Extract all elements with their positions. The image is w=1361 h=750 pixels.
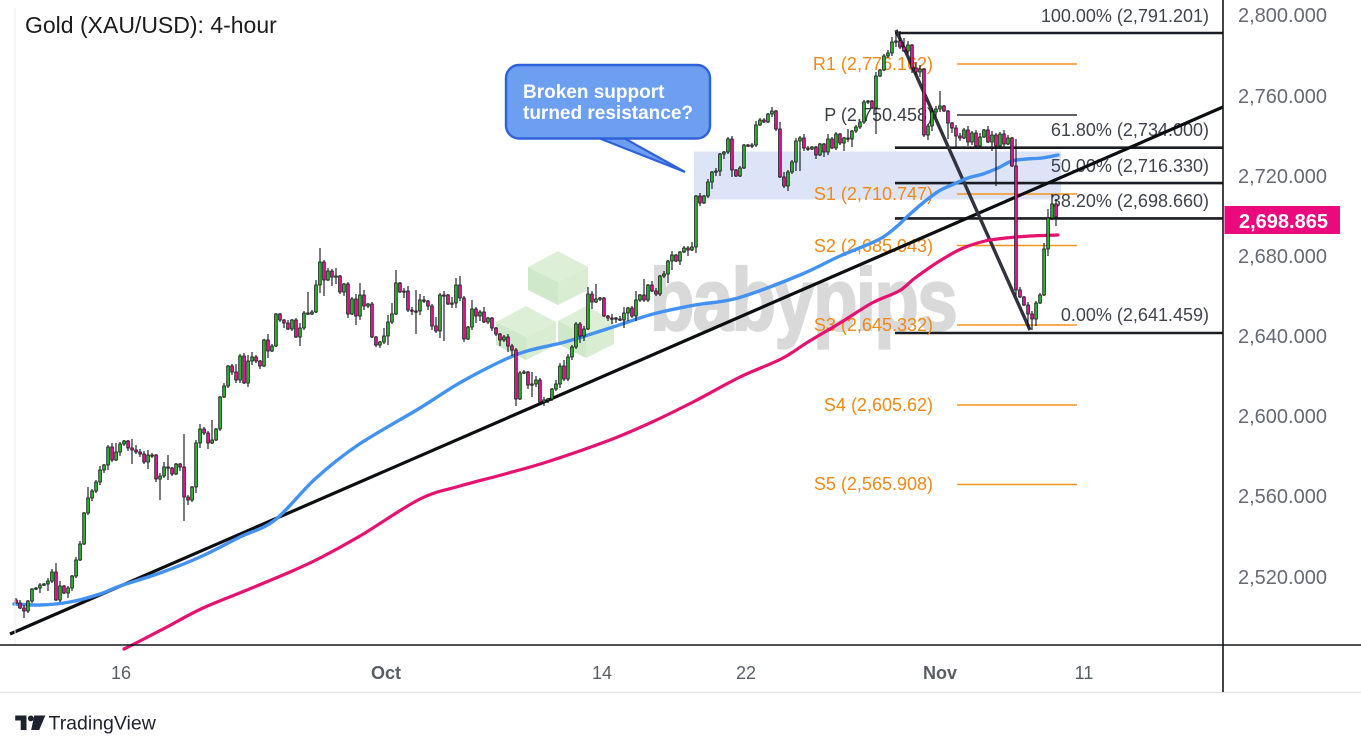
svg-text:Oct: Oct <box>371 663 401 683</box>
svg-text:50.00% (2,716.330): 50.00% (2,716.330) <box>1051 156 1209 176</box>
svg-text:2,680.000: 2,680.000 <box>1238 246 1327 268</box>
svg-text:P (2,750.458): P (2,750.458) <box>824 105 933 125</box>
svg-text:2,600.000: 2,600.000 <box>1238 406 1327 428</box>
svg-text:38.20% (2,698.660): 38.20% (2,698.660) <box>1051 191 1209 211</box>
svg-text:2,720.000: 2,720.000 <box>1238 166 1327 188</box>
svg-text:2,800.000: 2,800.000 <box>1238 5 1327 27</box>
svg-text:2,760.000: 2,760.000 <box>1238 86 1327 108</box>
svg-text:22: 22 <box>736 663 756 683</box>
svg-text:S3 (2,645.332): S3 (2,645.332) <box>814 315 933 335</box>
svg-text:2,698.865: 2,698.865 <box>1239 211 1328 233</box>
svg-text:R1 (2,776.162): R1 (2,776.162) <box>813 54 933 74</box>
svg-text:S4 (2,605.62): S4 (2,605.62) <box>824 395 933 415</box>
svg-text:61.80% (2,734.000): 61.80% (2,734.000) <box>1051 120 1209 140</box>
svg-text:11: 11 <box>1075 663 1094 683</box>
svg-text:Gold (XAU/USD): 4-hour: Gold (XAU/USD): 4-hour <box>25 12 277 38</box>
svg-text:100.00% (2,791.201): 100.00% (2,791.201) <box>1041 6 1209 26</box>
svg-text:0.00% (2,641.459): 0.00% (2,641.459) <box>1061 305 1209 325</box>
svg-text:16: 16 <box>111 663 131 683</box>
svg-text:2,520.000: 2,520.000 <box>1238 567 1327 589</box>
svg-text:Broken support: Broken support <box>523 82 665 103</box>
svg-text:S2 (2,685.043): S2 (2,685.043) <box>814 236 933 256</box>
svg-text:2,560.000: 2,560.000 <box>1238 486 1327 508</box>
svg-text:14: 14 <box>592 663 612 683</box>
svg-text:TradingView: TradingView <box>49 713 157 735</box>
svg-text:S1 (2,710.747): S1 (2,710.747) <box>814 184 933 204</box>
svg-text:2,640.000: 2,640.000 <box>1238 326 1327 348</box>
svg-text:Nov: Nov <box>923 663 957 683</box>
svg-text:S5 (2,565.908): S5 (2,565.908) <box>814 474 933 494</box>
svg-text:turned resistance?: turned resistance? <box>523 103 693 124</box>
